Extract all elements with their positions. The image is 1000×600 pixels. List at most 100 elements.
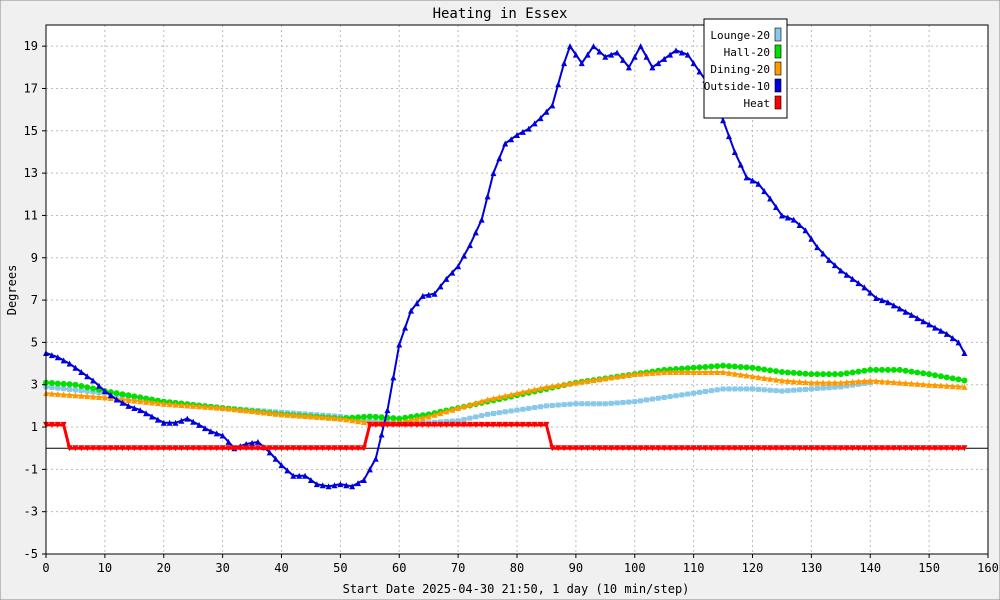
series-outside-10-point	[525, 125, 532, 132]
series-hall-20-point	[920, 370, 927, 377]
series-hall-20-point	[949, 375, 956, 382]
series-outside-10-point	[160, 419, 167, 426]
series-dining-20-point	[319, 414, 326, 421]
series-heat-point	[932, 445, 939, 452]
series-lounge-20-point	[608, 400, 614, 406]
series-heat-point	[555, 445, 562, 452]
series-outside-10-point	[284, 467, 291, 474]
series-lounge-20-point	[461, 416, 467, 422]
series-dining-20	[43, 369, 968, 426]
x-tick-label: 160	[977, 561, 999, 575]
x-tick-label: 10	[98, 561, 112, 575]
y-tick-label: 9	[31, 251, 38, 265]
series-dining-20-point	[755, 374, 762, 381]
series-dining-20-point	[143, 398, 150, 405]
series-heat-point	[802, 445, 809, 452]
series-outside-10-point	[684, 51, 691, 58]
series-dining-20-point	[443, 408, 450, 415]
series-heat-point	[466, 421, 473, 428]
legend-swatch	[774, 61, 782, 76]
series-dining-20-point	[54, 391, 61, 398]
series-dining-20-point	[720, 369, 727, 376]
series-dining-20-point	[855, 378, 862, 385]
series-heat-point	[561, 445, 568, 452]
chart-title: Heating in Essex	[433, 6, 568, 22]
series-dining-20-point	[525, 387, 532, 394]
series-lounge-20-point	[549, 402, 555, 408]
series-heat-point	[855, 445, 862, 452]
series-hall-20-point	[955, 376, 962, 383]
series-dining-20-point	[514, 390, 520, 397]
series-dining-20-point	[731, 370, 738, 377]
series-dining-20-point	[843, 379, 850, 386]
series-heat-point	[84, 445, 91, 452]
series-dining-20-point	[578, 378, 585, 385]
series-heat-point	[325, 445, 332, 452]
series-hall-20-point	[696, 364, 703, 371]
series-outside-10-point	[408, 307, 415, 314]
series-hall-20-point	[708, 363, 715, 370]
series-heat-point	[419, 421, 426, 428]
series-outside-10-point	[307, 476, 314, 483]
series-outside-10-point	[472, 229, 479, 236]
series-outside-10-point	[761, 188, 768, 195]
series-heat-point	[731, 445, 738, 452]
series-outside-10-point	[884, 299, 891, 306]
series-outside-10-point	[508, 136, 515, 143]
series-outside-10-point	[372, 455, 379, 462]
series-dining-20-point	[284, 411, 291, 418]
series-lounge-20-point	[850, 382, 856, 388]
series-outside-10-point	[837, 267, 844, 274]
series-dining-20-point	[914, 380, 921, 387]
series-dining-20-point	[572, 379, 579, 386]
series-dining-20-point	[95, 393, 102, 400]
series-outside-10-point	[254, 438, 261, 445]
series-dining-20-point	[72, 392, 79, 399]
series-outside-10-point	[614, 49, 621, 56]
series-heat-point	[837, 445, 844, 452]
series-outside-10-point	[290, 472, 297, 479]
series-heat-point	[378, 421, 385, 428]
series-outside-10-point	[743, 174, 750, 181]
series-outside-10-point	[949, 335, 956, 342]
series-dining-20-point	[561, 381, 568, 388]
series-hall-20-point	[366, 413, 373, 420]
series-dining-20-point	[125, 396, 132, 403]
series-hall-20-point	[408, 413, 415, 420]
series-outside-10-point	[519, 128, 526, 135]
series-hall-20-point	[849, 369, 856, 376]
series-hall-20-point	[84, 384, 91, 391]
series-lounge-20-point	[78, 388, 84, 394]
series-outside-10-point	[555, 81, 562, 88]
series-outside-10-point	[672, 47, 679, 54]
series-heat-point	[702, 445, 709, 452]
series-heat-point	[696, 445, 703, 452]
series-hall-20-point	[826, 371, 833, 378]
series-dining-20-point	[672, 369, 679, 376]
series-dining-20-point	[678, 369, 685, 376]
series-outside-10-point	[337, 481, 344, 488]
series-dining-20-point	[349, 417, 356, 424]
legend: Lounge-20 Hall-20 Dining-20 Outside-10 Heat	[703, 18, 788, 119]
series-outside-10-point	[849, 275, 856, 282]
series-hall-20-point	[690, 364, 697, 371]
series-dining-20-point	[325, 414, 332, 421]
series-outside-10-point	[249, 439, 256, 446]
series-heat-point	[578, 445, 585, 452]
series-hall-20-point	[773, 368, 780, 375]
series-outside-10-point	[48, 352, 55, 359]
series-outside-10-point	[490, 170, 497, 177]
series-outside-10-point	[731, 148, 738, 155]
series-lounge-20-point	[708, 388, 714, 394]
series-heat-point	[390, 421, 397, 428]
x-tick-label: 120	[742, 561, 764, 575]
series-lounge-20-point	[797, 387, 803, 393]
x-tick-label: 30	[215, 561, 229, 575]
series-hall-20-point	[60, 380, 67, 387]
series-lounge-20-point	[496, 410, 502, 416]
series-heat-point	[590, 445, 597, 452]
series-heat-point	[272, 445, 279, 452]
series-heat-point	[402, 421, 409, 428]
series-outside-10-point	[802, 227, 809, 234]
